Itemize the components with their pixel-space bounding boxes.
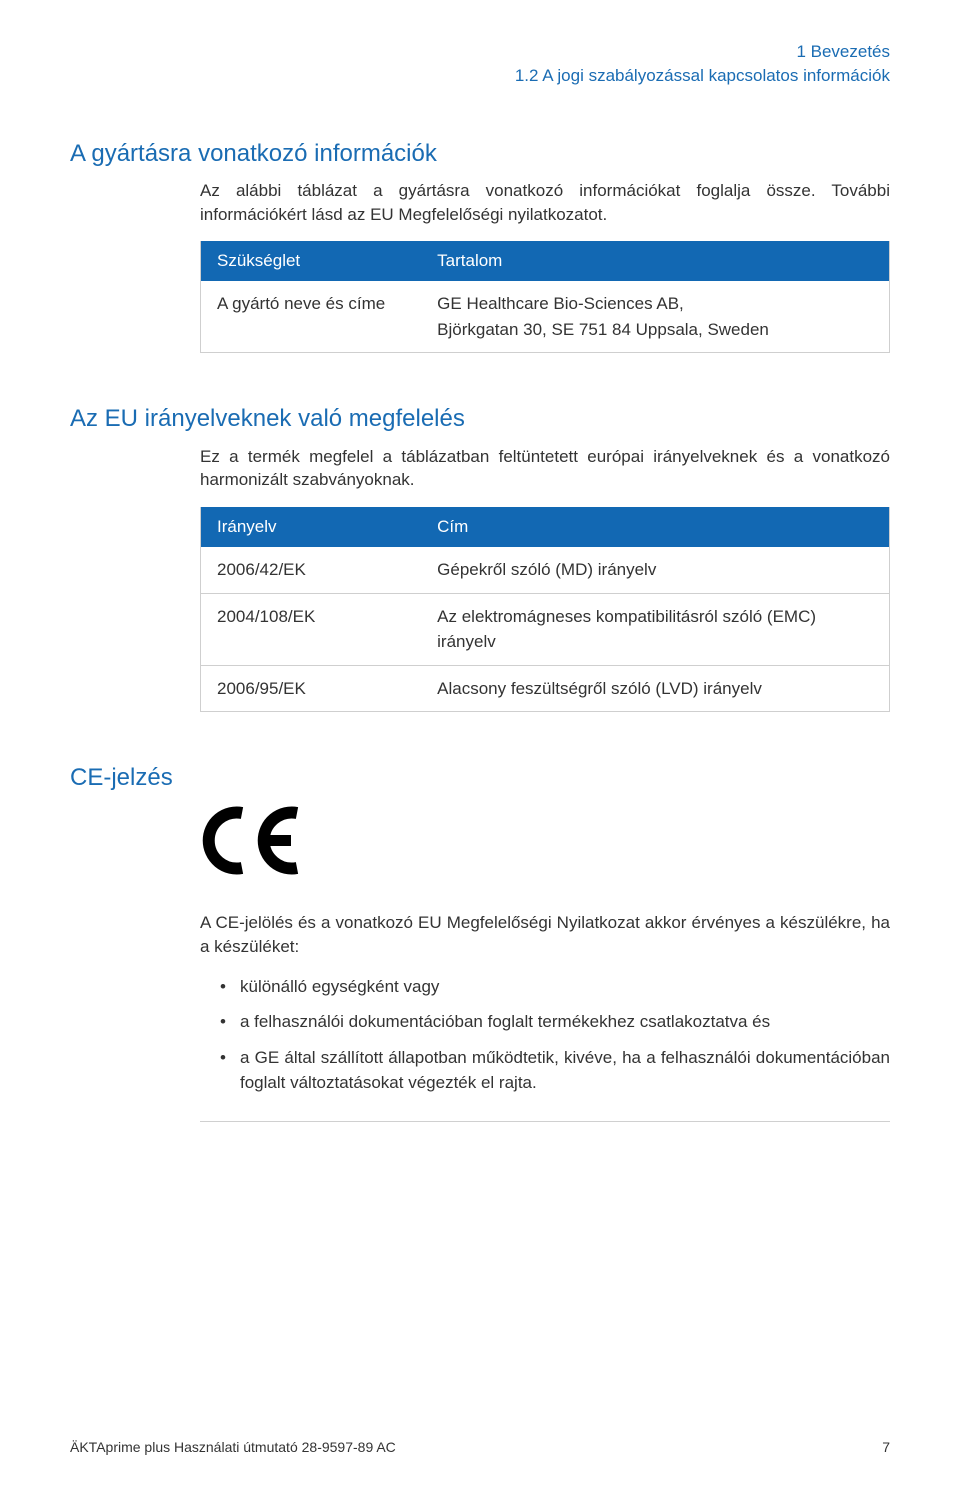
ce-intro-text: A CE-jelölés és a vonatkozó EU Megfelelő…	[200, 911, 890, 959]
table-row: 2006/95/EK Alacsony feszültségről szóló …	[201, 665, 889, 712]
eu-directives-table: Irányelv Cím 2006/42/EK Gépekről szóló (…	[200, 507, 890, 712]
manufacturing-table: Szükséglet Tartalom A gyártó neve és cím…	[200, 241, 890, 353]
manufacturer-name: GE Healthcare Bio-Sciences AB,	[437, 291, 873, 317]
eu-directives-intro: Ez a termék megfelel a táblázatban feltü…	[200, 445, 890, 493]
list-item: különálló egységként vagy	[220, 974, 890, 1000]
manufacturer-address: Björkgatan 30, SE 751 84 Uppsala, Sweden	[437, 317, 873, 343]
list-item: a GE által szállított állapotban működte…	[220, 1045, 890, 1096]
footer-page-number: 7	[882, 1439, 890, 1455]
table-cell: 2004/108/EK	[201, 593, 421, 665]
table-cell: GE Healthcare Bio-Sciences AB, Björkgata…	[421, 281, 889, 352]
ce-section: CE-jelzés A CE-jelölés és a vonatkozó EU…	[70, 762, 890, 1122]
table-header-row: Szükséglet Tartalom	[201, 241, 889, 281]
table-cell: Alacsony feszültségről szóló (LVD) irány…	[421, 665, 889, 712]
page-header: 1 Bevezetés 1.2 A jogi szabályozással ka…	[70, 40, 890, 88]
table-header-row: Irányelv Cím	[201, 507, 889, 547]
manufacturing-heading: A gyártásra vonatkozó információk	[70, 138, 890, 169]
table-header-cell: Irányelv	[201, 507, 421, 547]
table-row: 2004/108/EK Az elektromágneses kompatibi…	[201, 593, 889, 665]
eu-directives-heading: Az EU irányelveknek való megfelelés	[70, 403, 890, 434]
ce-mark-icon	[200, 803, 890, 883]
table-cell: 2006/42/EK	[201, 547, 421, 593]
page-footer: ÄKTAprime plus Használati útmutató 28-95…	[70, 1439, 890, 1455]
table-row: 2006/42/EK Gépekről szóló (MD) irányelv	[201, 547, 889, 593]
table-row: A gyártó neve és címe GE Healthcare Bio-…	[201, 281, 889, 352]
table-header-cell: Cím	[421, 507, 889, 547]
table-cell: A gyártó neve és címe	[201, 281, 421, 352]
table-cell: Gépekről szóló (MD) irányelv	[421, 547, 889, 593]
divider	[200, 1121, 890, 1122]
ce-bullet-list: különálló egységként vagy a felhasználói…	[220, 974, 890, 1096]
list-item: a felhasználói dokumentációban foglalt t…	[220, 1009, 890, 1035]
table-cell: Az elektromágneses kompatibilitásról szó…	[421, 593, 889, 665]
chapter-title: 1 Bevezetés	[70, 40, 890, 64]
ce-heading: CE-jelzés	[70, 762, 890, 793]
manufacturing-section: A gyártásra vonatkozó információk Az alá…	[70, 138, 890, 354]
table-cell: 2006/95/EK	[201, 665, 421, 712]
table-header-cell: Tartalom	[421, 241, 889, 281]
footer-doc-ref: ÄKTAprime plus Használati útmutató 28-95…	[70, 1439, 396, 1455]
subchapter-title: 1.2 A jogi szabályozással kapcsolatos in…	[70, 64, 890, 88]
manufacturing-intro: Az alábbi táblázat a gyártásra vonatkozó…	[200, 179, 890, 227]
eu-directives-section: Az EU irányelveknek való megfelelés Ez a…	[70, 403, 890, 712]
table-header-cell: Szükséglet	[201, 241, 421, 281]
